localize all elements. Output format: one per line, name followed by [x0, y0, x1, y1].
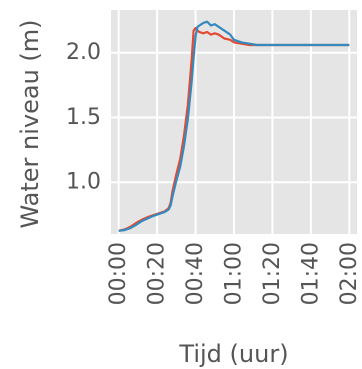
grid: [111, 10, 357, 234]
x-axis-label: Tijd (uur): [178, 340, 288, 368]
x-tick-label: 00:20: [145, 242, 170, 305]
x-tick-label: 01:20: [260, 242, 285, 305]
y-tick-label: 1.0: [66, 170, 101, 195]
axis-ticks: 1.0 1.5 2.0 00:00 00:20 00:40 01:00 01:20 01:40 0…: [66, 40, 362, 305]
y-tick-label: 2.0: [66, 40, 101, 65]
x-tick-label: 00:00: [106, 242, 131, 305]
x-tick-label: 01:40: [298, 242, 323, 305]
y-axis-label: Water niveau (m): [16, 19, 44, 228]
y-tick-label: 1.5: [66, 105, 101, 130]
x-tick-label: 02:00: [337, 242, 362, 305]
x-tick-label: 01:00: [222, 242, 247, 305]
series-line-2: [118, 20, 350, 232]
series-lines: [118, 20, 350, 232]
x-tick-label: 00:40: [183, 242, 208, 305]
